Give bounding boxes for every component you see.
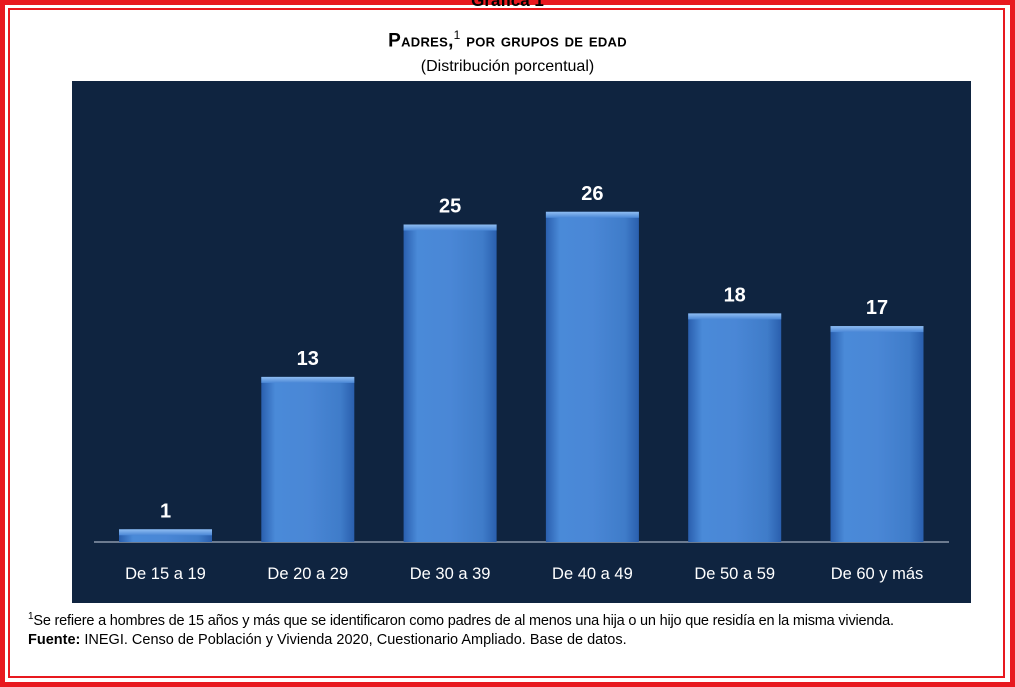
source-label: Fuente: <box>28 632 81 648</box>
plot-area: 1 De 15 a 19 13 De 20 a 29 25 De 30 a 39 26 De … <box>72 81 971 603</box>
bar-value-label: 1 <box>160 500 171 522</box>
bar-group: 26 De 40 a 49 <box>545 183 639 583</box>
title-tail: por grupos de edad <box>466 30 627 52</box>
bar-value-label: 25 <box>439 196 461 218</box>
bar <box>830 326 924 542</box>
bar-chart: 1 De 15 a 19 13 De 20 a 29 25 De 30 a 39 26 De … <box>94 183 949 583</box>
title-word: adres, <box>401 30 454 52</box>
bar-value-label: 17 <box>866 297 888 319</box>
bar <box>403 224 497 542</box>
partial-chart-number: Gráfica 1 <box>471 0 544 10</box>
x-tick-label: De 60 y más <box>831 565 924 583</box>
bar-highlight <box>688 313 782 320</box>
footnote-text: Se refiere a hombres de 15 años y más qu… <box>33 612 894 629</box>
bar-group: 17 De 60 y más <box>830 297 924 583</box>
bar-value-label: 18 <box>724 284 746 306</box>
bar-highlight <box>403 224 497 231</box>
bar <box>261 376 355 542</box>
x-tick-label: De 20 a 29 <box>267 565 348 583</box>
bar-group: 25 De 30 a 39 <box>403 196 497 583</box>
bar-group: 1 De 15 a 19 <box>119 500 212 583</box>
bar-highlight <box>119 529 212 536</box>
title-footnote-mark: 1 <box>453 28 461 42</box>
bar <box>545 211 639 543</box>
source-line: Fuente: INEGI. Censo de Población y Vivi… <box>28 632 1008 648</box>
footnote: 1Se refiere a hombres de 15 años y más q… <box>28 611 1008 629</box>
bar-group: 13 De 20 a 29 <box>261 348 355 583</box>
title-first-letter: P <box>388 30 402 52</box>
chart-title: Padres,1 por grupos de edad <box>0 28 1015 52</box>
source-text: INEGI. Censo de Población y Vivienda 202… <box>80 632 627 648</box>
bar-highlight <box>261 376 355 383</box>
x-tick-label: De 30 a 39 <box>410 565 491 583</box>
chart-subtitle: (Distribución porcentual) <box>420 58 595 75</box>
x-tick-label: De 15 a 19 <box>125 565 206 583</box>
x-tick-label: De 50 a 59 <box>694 565 775 583</box>
bar-value-label: 26 <box>581 183 603 205</box>
bar <box>688 313 782 542</box>
bar-highlight <box>545 211 639 218</box>
bar-highlight <box>830 326 924 333</box>
bar-group: 18 De 50 a 59 <box>688 284 782 583</box>
x-tick-label: De 40 a 49 <box>552 565 633 583</box>
footnote-mark: 1 <box>28 611 34 622</box>
bar-value-label: 13 <box>297 348 319 370</box>
